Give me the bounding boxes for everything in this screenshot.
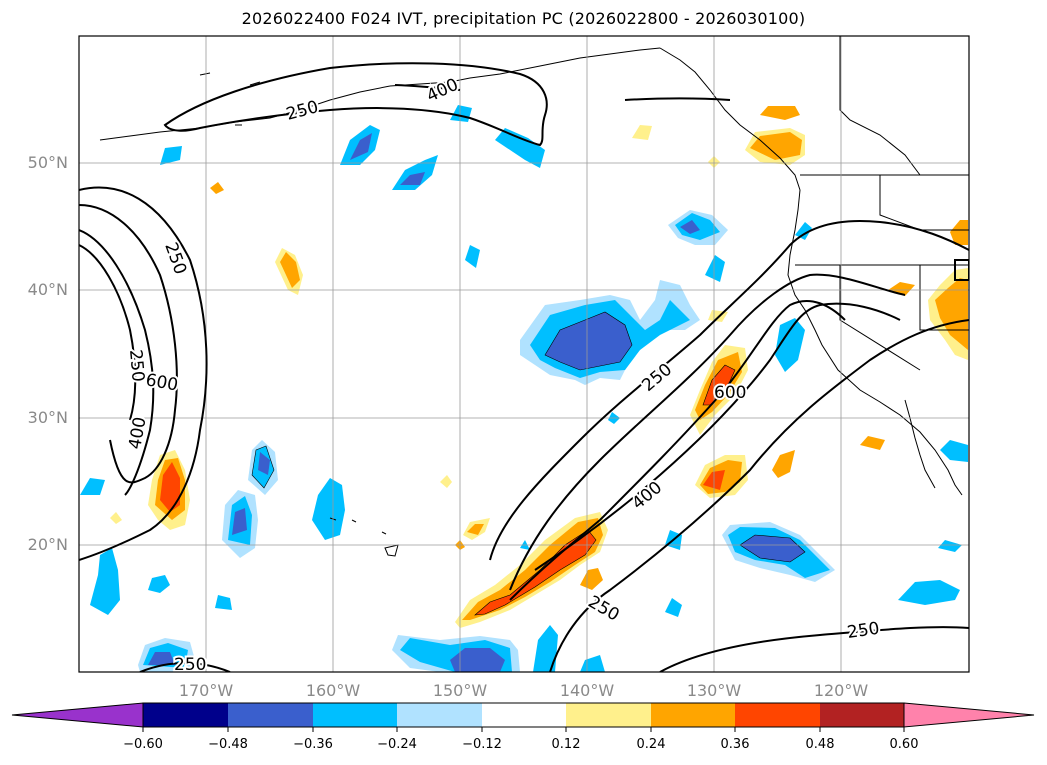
contour-label: 250 — [585, 592, 623, 626]
colorbar-segment — [482, 703, 566, 727]
contour-label: 250 — [125, 349, 148, 383]
colorbar-tick-label: −0.48 — [208, 737, 248, 752]
coastlines — [99, 36, 969, 557]
colorbar — [11, 702, 1035, 732]
colorbar-tick-label: 0.48 — [805, 737, 835, 752]
colorbar-segment — [313, 703, 397, 727]
colorbar-tick-label: 0.24 — [636, 737, 666, 752]
precip-contour-outlines — [251, 311, 806, 616]
lon-label-150w: 150°W — [432, 681, 488, 700]
lat-label-40n: 40°N — [27, 280, 68, 299]
colorbar-extend-left — [11, 702, 144, 728]
colorbar-segment — [820, 703, 904, 727]
colorbar-tick-label: −0.24 — [377, 737, 417, 752]
colorbar-tick-label: −0.60 — [123, 737, 163, 752]
map-area — [79, 36, 969, 672]
map-frame — [78, 35, 970, 673]
lon-label-140w: 140°W — [559, 681, 615, 700]
colorbar-tick-label: 0.36 — [720, 737, 750, 752]
colorbar-tick-label: −0.36 — [293, 737, 333, 752]
colorbar-segment — [651, 703, 735, 727]
contour-label: 250 — [160, 240, 190, 277]
ivt-contours — [79, 62, 969, 672]
contour-label: 250 — [846, 619, 881, 643]
contour-label: 250 — [284, 97, 321, 125]
lon-label-160w: 160°W — [305, 681, 361, 700]
contour-label: 600 — [144, 370, 179, 395]
lat-label-30n: 30°N — [27, 408, 68, 427]
lon-label-130w: 130°W — [686, 681, 742, 700]
colorbar-segment — [397, 703, 482, 727]
colorbar-segment — [143, 703, 228, 727]
lat-label-20n: 20°N — [27, 535, 68, 554]
colorbar-tick-label: 0.12 — [551, 737, 581, 752]
lat-label-50n: 50°N — [27, 153, 68, 172]
contour-label: 250 — [638, 360, 676, 396]
colorbar-segment — [228, 703, 313, 727]
contour-label: 400 — [424, 75, 462, 107]
contour-label: 400 — [628, 478, 666, 514]
map-title: 2026022400 F024 IVT, precipitation PC (2… — [241, 9, 806, 28]
lon-label-170w: 170°W — [178, 681, 234, 700]
colorbar-tick-label: −0.12 — [462, 737, 502, 752]
colorbar-tick-label: 0.60 — [889, 737, 919, 752]
colorbar-extend-right — [903, 702, 1035, 728]
lon-label-120w: 120°W — [813, 681, 869, 700]
colorbar-segment — [566, 703, 651, 727]
contour-label: 250 — [174, 655, 206, 675]
contour-label: 600 — [714, 383, 746, 403]
colorbar-segment — [735, 703, 820, 727]
